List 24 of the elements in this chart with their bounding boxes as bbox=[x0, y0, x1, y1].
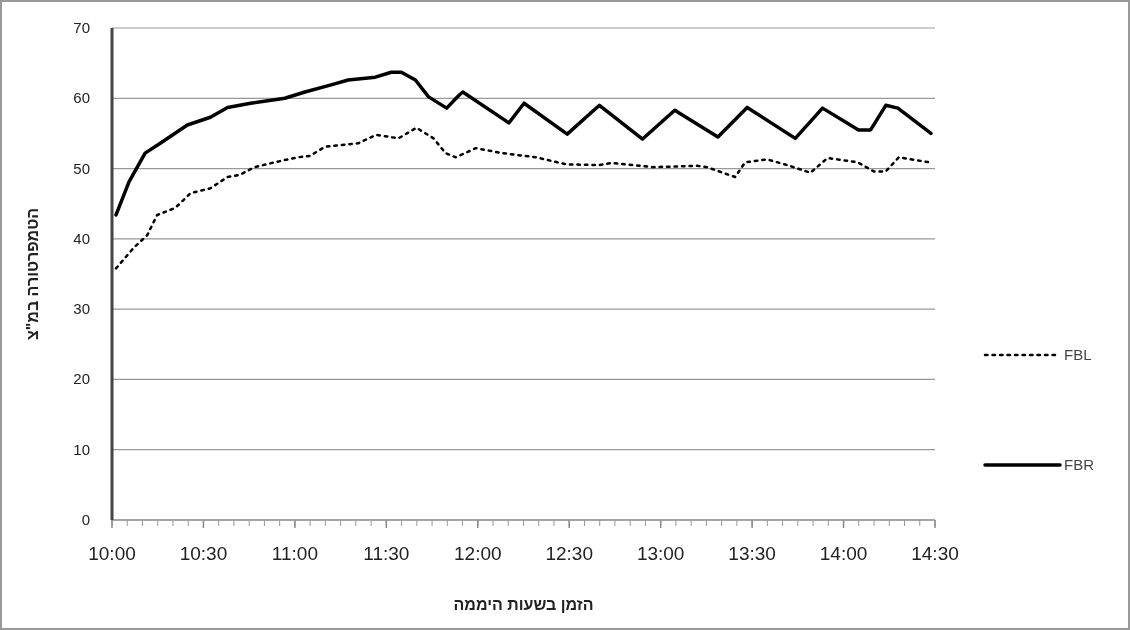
legend-label: FBL bbox=[1064, 346, 1092, 363]
y-tick-label: 50 bbox=[73, 159, 90, 177]
legend-label: FBR bbox=[1064, 456, 1095, 473]
x-tick-label: 14:00 bbox=[819, 543, 868, 564]
x-tick-label: 13:30 bbox=[728, 543, 776, 564]
y-tick-label: 10 bbox=[73, 440, 90, 458]
x-tick-label: 12:00 bbox=[454, 543, 502, 564]
y-tick-label: 70 bbox=[73, 19, 90, 36]
y-axis-title: הטמפרטורה במ"צ bbox=[24, 207, 41, 341]
x-tick-label: 10:00 bbox=[88, 543, 136, 564]
y-tick-label: 30 bbox=[73, 300, 90, 318]
y-tick-label: 20 bbox=[73, 370, 90, 388]
line-series bbox=[114, 70, 933, 217]
x-tick-label: 11:00 bbox=[271, 543, 318, 564]
x-tick-label: 13:00 bbox=[636, 543, 685, 564]
x-tick-label: 10:30 bbox=[179, 543, 228, 564]
x-axis-title: הזמן בשעות היממה bbox=[453, 596, 594, 613]
line-series bbox=[114, 126, 931, 270]
x-tick-label: 12:30 bbox=[545, 543, 593, 564]
x-tick-label: 11:30 bbox=[363, 543, 410, 564]
y-tick-label: 0 bbox=[81, 511, 90, 528]
y-tick-label: 60 bbox=[73, 89, 90, 107]
x-tick-label: 14:30 bbox=[911, 543, 959, 564]
y-tick-label: 40 bbox=[73, 229, 90, 247]
